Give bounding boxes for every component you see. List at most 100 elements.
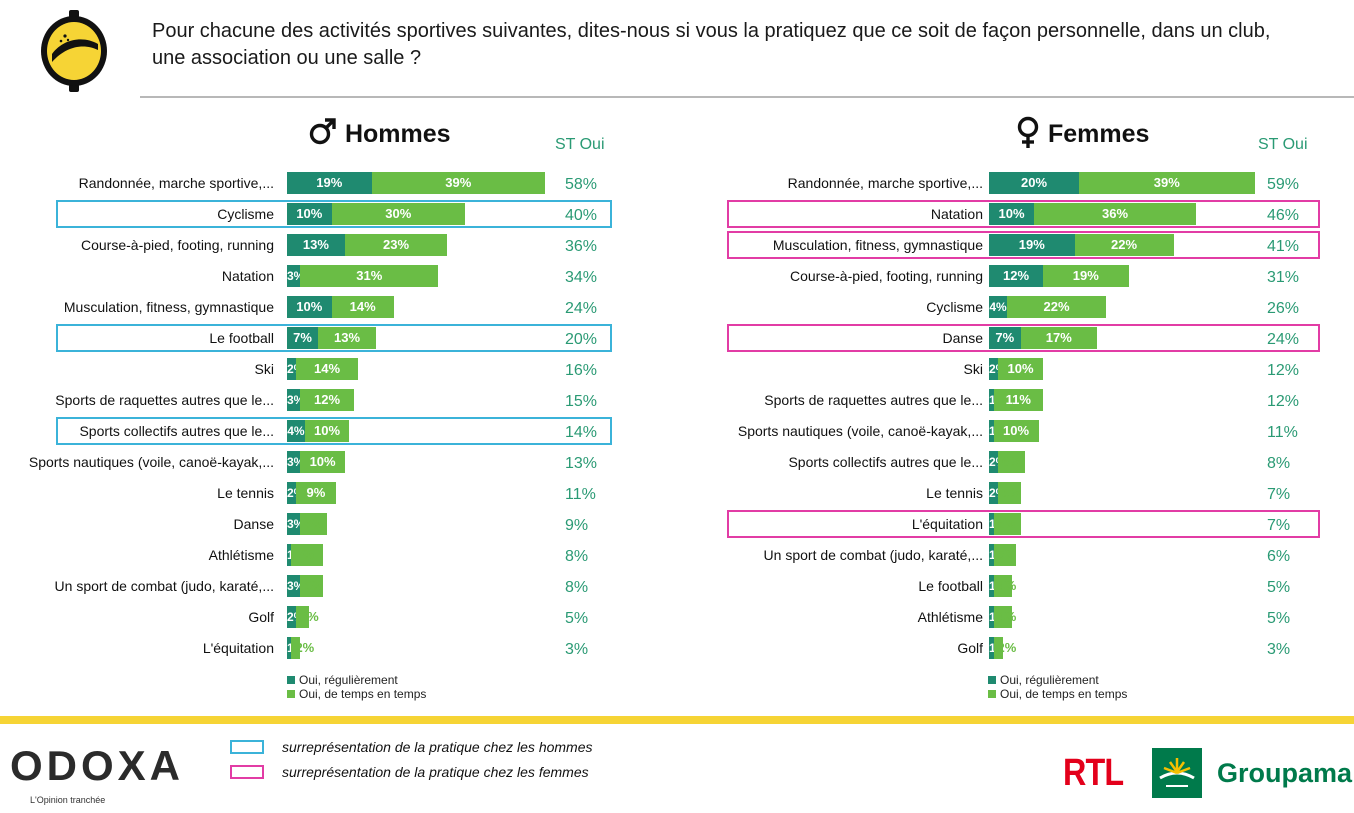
st-oui-value: 8% — [565, 548, 589, 565]
odoxa-logo: ODOXA — [10, 742, 185, 789]
st-oui-value: 7% — [1267, 517, 1291, 534]
value-label-regulier: 2% — [287, 362, 296, 376]
value-label-temps: 39% — [1153, 175, 1180, 190]
category-label: Athlétisme — [208, 547, 274, 563]
highlight-box — [727, 231, 1320, 259]
bar-temps — [993, 513, 1021, 535]
st-oui-value: 58% — [565, 176, 598, 193]
bar-regulier — [989, 575, 994, 597]
value-label-temps: 30% — [385, 206, 412, 221]
bar-temps — [291, 544, 323, 566]
st-oui-value: 5% — [565, 610, 589, 627]
st-oui-value: 46% — [1267, 207, 1300, 224]
category-label: Athlétisme — [917, 609, 983, 625]
bar-temps — [1074, 234, 1174, 256]
value-label-temps: 9% — [306, 485, 326, 500]
legend-temps-label: Oui, de temps en temps — [1000, 687, 1128, 701]
category-label: Le tennis — [217, 485, 274, 501]
legend-temps: Oui, de temps en temps — [988, 687, 1127, 701]
category-label: Course-à-pied, footing, running — [789, 268, 983, 284]
bar-regulier — [287, 575, 301, 597]
value-label-temps: 13% — [334, 330, 361, 345]
bar-temps — [300, 451, 345, 473]
bar-temps — [300, 575, 323, 597]
header-divider — [140, 96, 1354, 98]
value-label-temps: 12% — [314, 392, 341, 407]
value-label-regulier: 1% — [287, 548, 292, 562]
value-label-temps: 11% — [1005, 392, 1031, 407]
note-hommes-swatch — [230, 740, 264, 754]
value-label-regulier: 19% — [1018, 237, 1045, 252]
value-label-temps: 4% — [997, 578, 1017, 593]
category-label: Golf — [957, 640, 983, 656]
groupama-logo-text: Groupama — [1217, 758, 1353, 788]
chart-femmes: Randonnée, marche sportive,... 20% 39% 59% N… — [677, 0, 1354, 716]
bar-temps — [295, 482, 336, 504]
st-oui-value: 5% — [1267, 610, 1291, 627]
value-label-regulier: 4% — [287, 424, 305, 438]
st-oui-value: 3% — [565, 641, 589, 658]
bar-regulier — [989, 265, 1043, 287]
value-label-regulier: 10% — [998, 206, 1025, 221]
st-oui-value: 11% — [1267, 424, 1298, 441]
st-oui-value: 8% — [565, 579, 589, 596]
category-label: Musculation, fitness, gymnastique — [772, 237, 983, 253]
st-oui-value: 15% — [565, 393, 598, 410]
st-oui-value: 16% — [565, 362, 598, 379]
bar-temps — [998, 482, 1021, 504]
category-label: Musculation, fitness, gymnastique — [63, 299, 274, 315]
category-label: Le football — [918, 578, 983, 594]
bar-regulier — [287, 513, 301, 535]
bar-regulier — [287, 389, 301, 411]
value-label-temps: 10% — [1002, 423, 1030, 438]
st-oui-value: 41% — [1267, 238, 1300, 255]
highlight-box — [727, 324, 1320, 352]
value-label-regulier: 1% — [989, 641, 994, 655]
value-label-temps: 10% — [1007, 361, 1034, 376]
category-label: Natation — [221, 268, 274, 284]
bar-temps — [993, 420, 1039, 442]
note-femmes-text: surreprésentation de la pratique chez le… — [282, 764, 589, 780]
legend-temps: Oui, de temps en temps — [287, 687, 426, 701]
value-label-temps: 17% — [1045, 330, 1072, 345]
value-label-regulier: 13% — [302, 237, 329, 252]
legend-regulier: Oui, régulièrement — [287, 673, 426, 687]
value-label-regulier: 19% — [316, 175, 343, 190]
category-label: Golf — [248, 609, 274, 625]
value-label-regulier: 1% — [989, 393, 994, 407]
legend-regulier-swatch — [287, 676, 295, 684]
category-label: L'équitation — [202, 640, 274, 656]
bar-temps — [993, 575, 1012, 597]
value-label-temps: 10% — [309, 454, 336, 469]
value-label-regulier: 2% — [989, 486, 998, 500]
hommes-title: Hommes — [308, 116, 451, 149]
st-oui-value: 6% — [1267, 548, 1291, 565]
bar-regulier — [989, 389, 994, 411]
st-oui-value: 20% — [565, 331, 598, 348]
st-oui-value: 59% — [1267, 176, 1300, 193]
value-label-regulier: 1% — [989, 424, 994, 438]
st-oui-value: 13% — [565, 455, 598, 472]
category-label: Sports nautiques (voile, canoë-kayak,... — [737, 423, 983, 439]
bar-temps — [1079, 172, 1255, 194]
value-label-temps: 19% — [1072, 268, 1099, 283]
st-oui-value: 9% — [565, 517, 589, 534]
female-symbol-icon — [1015, 116, 1048, 148]
value-label-temps: 4% — [997, 609, 1017, 624]
legend-regulier-label: Oui, régulièrement — [299, 673, 398, 687]
bar-regulier — [287, 544, 292, 566]
category-label: Ski — [254, 361, 274, 377]
legend-regulier: Oui, régulièrement — [988, 673, 1127, 687]
category-label: Randonnée, marche sportive,... — [787, 175, 983, 191]
value-label-regulier: 12% — [1002, 268, 1030, 283]
bar-temps — [300, 265, 439, 287]
bar-temps — [300, 513, 328, 535]
bar-regulier — [287, 234, 345, 256]
bar-temps — [295, 358, 359, 380]
hommes-title-text: Hommes — [344, 120, 451, 148]
st-oui-value: 40% — [565, 207, 598, 224]
value-label-temps: 39% — [445, 175, 472, 190]
st-oui-value: 36% — [565, 238, 598, 255]
rtl-logo: RTL — [1063, 752, 1124, 794]
value-label-regulier: 1% — [989, 579, 994, 593]
